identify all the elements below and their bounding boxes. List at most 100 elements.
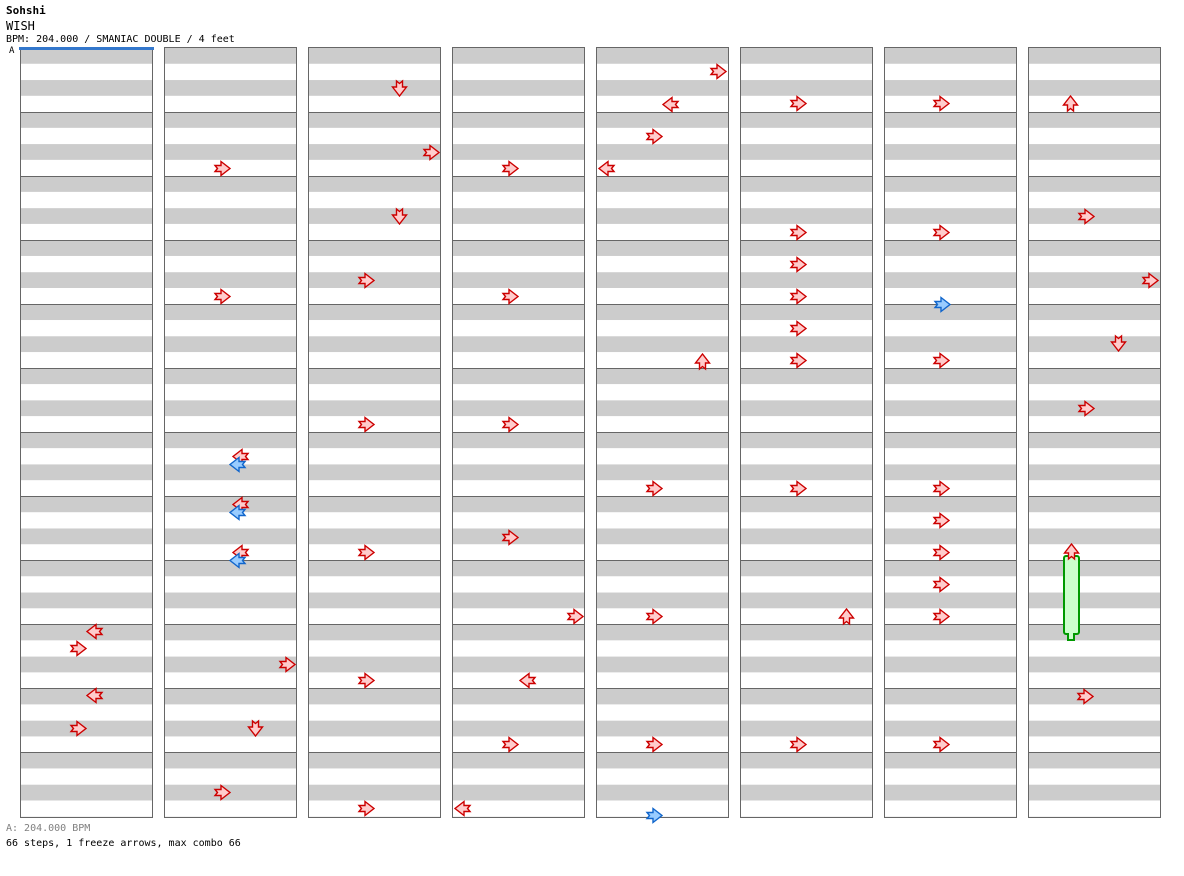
step-arrow-up-icon — [837, 607, 855, 625]
measure-line — [21, 496, 152, 498]
step-arrow-right-icon — [789, 479, 807, 497]
measure-line — [1029, 303, 1160, 305]
step-arrow-right-icon — [789, 351, 807, 369]
chart-panel-4 — [452, 47, 585, 818]
step-arrow-right-icon — [932, 575, 950, 593]
measure-line — [597, 111, 728, 113]
measure-line — [741, 111, 872, 113]
step-arrow-right-icon — [1076, 687, 1094, 705]
measure-line — [165, 303, 296, 305]
step-arrow-left-icon — [85, 622, 103, 640]
measure-line — [741, 560, 872, 562]
measure-line — [453, 111, 584, 113]
measure-line — [309, 560, 440, 562]
measure-line — [165, 367, 296, 369]
measure-line — [885, 752, 1016, 754]
measure-line — [741, 367, 872, 369]
measure-line — [885, 496, 1016, 498]
measure-line — [1029, 560, 1160, 562]
measure-line — [309, 367, 440, 369]
step-arrow-right-icon — [501, 415, 519, 433]
freeze-arrow-head-icon — [1062, 542, 1080, 560]
step-arrow-left-icon — [597, 159, 615, 177]
step-arrow-right-icon — [645, 806, 663, 824]
step-arrow-right-icon — [422, 143, 440, 161]
measure-line — [309, 624, 440, 626]
step-arrow-right-icon — [501, 287, 519, 305]
measure-line — [741, 752, 872, 754]
step-arrow-right-icon — [709, 62, 727, 80]
measure-line — [309, 496, 440, 498]
measure-line — [597, 367, 728, 369]
step-arrow-right-icon — [213, 159, 231, 177]
step-arrow-right-icon — [566, 607, 584, 625]
measure-line — [1029, 175, 1160, 177]
measure-line — [1029, 432, 1160, 433]
measure-line — [597, 239, 728, 241]
step-arrow-right-icon — [278, 655, 296, 673]
freeze-arrow-body — [1062, 555, 1080, 635]
step-arrow-right-icon — [932, 479, 950, 497]
step-arrow-right-icon — [789, 287, 807, 305]
step-arrow-right-icon — [789, 94, 807, 112]
measure-line — [885, 175, 1016, 177]
measure-line — [21, 175, 152, 177]
measure-line — [309, 303, 440, 305]
measure-line — [21, 432, 152, 433]
step-arrow-left-icon — [518, 671, 536, 689]
measure-line — [309, 239, 440, 241]
measure-line — [597, 303, 728, 305]
measure-line — [885, 367, 1016, 369]
step-arrow-right-icon — [645, 735, 663, 753]
measure-line — [597, 624, 728, 626]
measure-line — [165, 239, 296, 241]
measure-line — [309, 752, 440, 754]
step-arrow-down-icon — [246, 719, 264, 737]
measure-line — [165, 688, 296, 690]
step-arrow-right-icon — [501, 528, 519, 546]
step-arrow-up-icon — [693, 352, 711, 370]
chart-panel-6 — [740, 47, 873, 818]
step-arrow-right-icon — [645, 127, 663, 145]
measure-line — [1029, 239, 1160, 241]
step-arrow-left-icon — [231, 447, 249, 465]
step-arrow-right-icon — [789, 223, 807, 241]
measure-line — [21, 303, 152, 305]
chart-panel-3 — [308, 47, 441, 818]
measure-line — [21, 560, 152, 562]
measure-line — [885, 560, 1016, 562]
freeze-arrow-tail — [1067, 633, 1075, 641]
step-arrow-right-icon — [789, 319, 807, 337]
step-arrow-left-icon — [228, 551, 246, 569]
measure-line — [21, 688, 152, 690]
step-arrow-left-icon — [231, 543, 249, 561]
measure-line — [885, 111, 1016, 113]
chart-info: BPM: 204.000 / SMANIAC DOUBLE / 4 feet — [6, 34, 235, 45]
step-arrow-left-icon — [85, 686, 103, 704]
step-arrow-right-icon — [501, 159, 519, 177]
bpm-marker-line — [19, 47, 154, 50]
bpm-marker-label: A — [9, 46, 15, 56]
measure-line — [597, 560, 728, 562]
measure-line — [885, 688, 1016, 690]
chart-panel-7 — [884, 47, 1017, 818]
step-arrow-right-icon — [501, 735, 519, 753]
chart-panel-8 — [1028, 47, 1161, 818]
measure-line — [165, 624, 296, 626]
step-arrow-right-icon — [932, 223, 950, 241]
measure-line — [597, 752, 728, 754]
measure-line — [741, 239, 872, 241]
step-summary: 66 steps, 1 freeze arrows, max combo 66 — [6, 838, 241, 849]
measure-line — [741, 624, 872, 626]
measure-line — [21, 624, 152, 626]
measure-line — [597, 688, 728, 690]
measure-line — [453, 752, 584, 754]
step-arrow-right-icon — [357, 671, 375, 689]
measure-line — [1029, 752, 1160, 754]
chart-panel-2 — [164, 47, 297, 818]
step-arrow-down-icon — [390, 207, 408, 225]
measure-line — [165, 432, 296, 433]
measure-line — [1029, 367, 1160, 369]
